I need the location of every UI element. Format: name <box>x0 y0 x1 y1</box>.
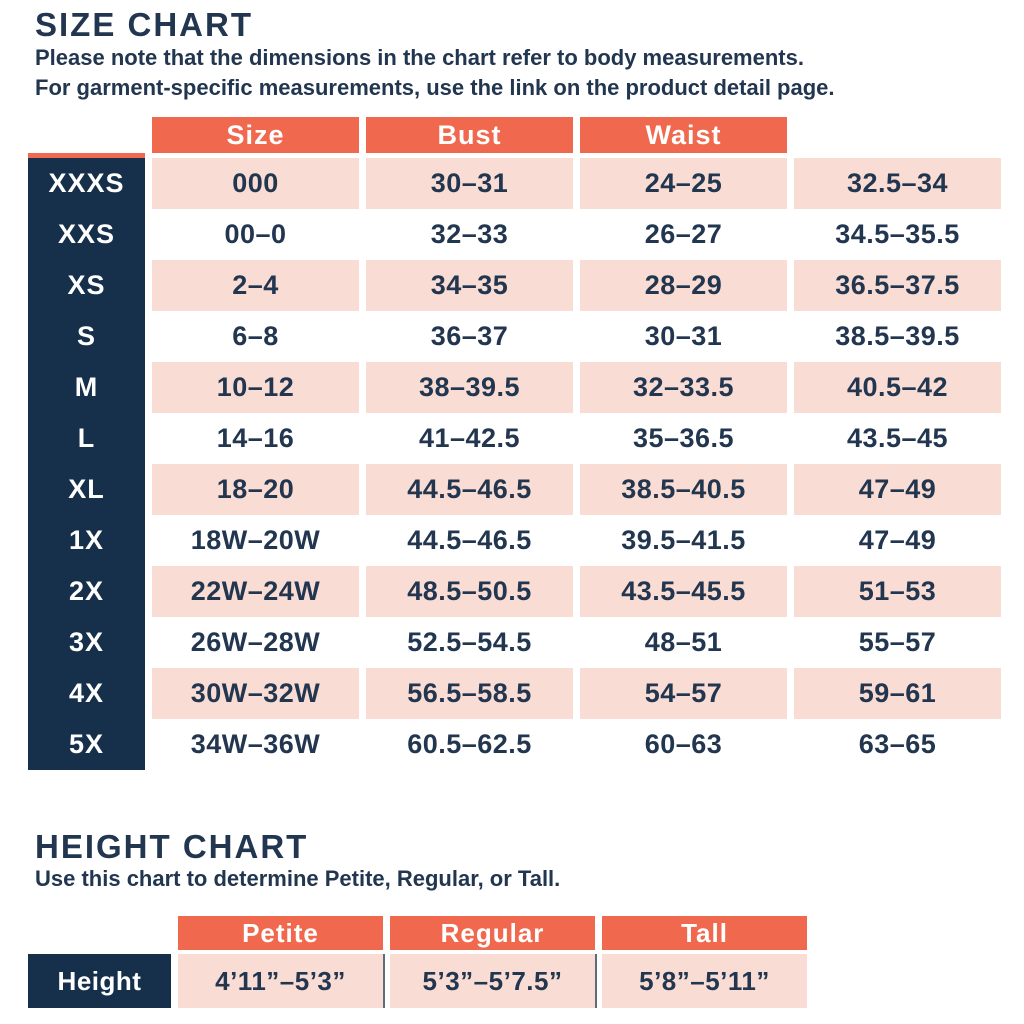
cell-size: 14–16 <box>152 413 359 464</box>
table-row: 2X 22W–24W 48.5–50.5 43.5–45.5 51–53 <box>28 566 1001 617</box>
size-table-body: XXXS 000 30–31 24–25 32.5–34 XXS 00–0 32… <box>28 158 1001 770</box>
cell-bust: 60.5–62.5 <box>366 719 573 770</box>
cell-bust: 44.5–46.5 <box>366 515 573 566</box>
size-chart-title: SIZE CHART <box>35 6 253 43</box>
cell-hips: 55–57 <box>794 617 1001 668</box>
cell-hips: 40.5–42 <box>794 362 1001 413</box>
column-header-petite: Petite <box>178 916 383 950</box>
row-label-1x: 1X <box>28 515 145 566</box>
cell-size: 18–20 <box>152 464 359 515</box>
cell-waist: 28–29 <box>580 260 787 311</box>
row-label-xs: XS <box>28 260 145 311</box>
column-header-bust: Bust <box>366 117 573 153</box>
row-label-xl: XL <box>28 464 145 515</box>
cell-hips: 59–61 <box>794 668 1001 719</box>
cell-size: 000 <box>152 158 359 209</box>
cell-hips: 47–49 <box>794 464 1001 515</box>
cell-bust: 44.5–46.5 <box>366 464 573 515</box>
cell-bust: 34–35 <box>366 260 573 311</box>
height-table-body: Height 4’11”–5’3” 5’3”–5’7.5” 5’8”–5’11” <box>28 954 807 1008</box>
row-label-s: S <box>28 311 145 362</box>
cell-hips: 32.5–34 <box>794 158 1001 209</box>
cell-bust: 38–39.5 <box>366 362 573 413</box>
table-row: XXS 00–0 32–33 26–27 34.5–35.5 <box>28 209 1001 260</box>
column-header-size: Size <box>152 117 359 153</box>
column-header-tall: Tall <box>602 916 807 950</box>
row-label-2x: 2X <box>28 566 145 617</box>
table-row: M 10–12 38–39.5 32–33.5 40.5–42 <box>28 362 1001 413</box>
column-header-waist: Waist <box>580 117 787 153</box>
cell-waist: 32–33.5 <box>580 362 787 413</box>
cell-bust: 32–33 <box>366 209 573 260</box>
height-table-header: Petite Regular Tall <box>28 916 807 950</box>
cell-size: 2–4 <box>152 260 359 311</box>
cell-waist: 43.5–45.5 <box>580 566 787 617</box>
row-label-height: Height <box>28 954 171 1008</box>
cell-tall: 5’8”–5’11” <box>602 954 807 1008</box>
cell-bust: 30–31 <box>366 158 573 209</box>
cell-bust: 56.5–58.5 <box>366 668 573 719</box>
cell-waist: 39.5–41.5 <box>580 515 787 566</box>
row-label-m: M <box>28 362 145 413</box>
cell-waist: 26–27 <box>580 209 787 260</box>
cell-petite: 4’11”–5’3” <box>178 954 383 1008</box>
row-label-xxxs: XXXS <box>28 158 145 209</box>
row-label-xxs: XXS <box>28 209 145 260</box>
cell-waist: 35–36.5 <box>580 413 787 464</box>
table-row: L 14–16 41–42.5 35–36.5 43.5–45 <box>28 413 1001 464</box>
cell-size: 6–8 <box>152 311 359 362</box>
row-label-l: L <box>28 413 145 464</box>
cell-bust: 36–37 <box>366 311 573 362</box>
table-row: XL 18–20 44.5–46.5 38.5–40.5 47–49 <box>28 464 1001 515</box>
cell-size: 22W–24W <box>152 566 359 617</box>
cell-waist: 48–51 <box>580 617 787 668</box>
cell-hips: 51–53 <box>794 566 1001 617</box>
header-spacer <box>28 117 145 153</box>
cell-size: 00–0 <box>152 209 359 260</box>
size-chart-note: Please note that the dimensions in the c… <box>35 43 835 103</box>
table-row: Height 4’11”–5’3” 5’3”–5’7.5” 5’8”–5’11” <box>28 954 807 1008</box>
cell-size: 34W–36W <box>152 719 359 770</box>
table-row: 4X 30W–32W 56.5–58.5 54–57 59–61 <box>28 668 1001 719</box>
cell-size: 10–12 <box>152 362 359 413</box>
header-spacer <box>28 916 171 950</box>
column-divider <box>383 954 385 1008</box>
height-chart-note: Use this chart to determine Petite, Regu… <box>35 866 561 891</box>
row-label-5x: 5X <box>28 719 145 770</box>
cell-waist: 38.5–40.5 <box>580 464 787 515</box>
row-label-4x: 4X <box>28 668 145 719</box>
row-label-3x: 3X <box>28 617 145 668</box>
table-row: 3X 26W–28W 52.5–54.5 48–51 55–57 <box>28 617 1001 668</box>
cell-size: 18W–20W <box>152 515 359 566</box>
size-chart-note-line1: Please note that the dimensions in the c… <box>35 45 804 70</box>
cell-size: 26W–28W <box>152 617 359 668</box>
table-row: 5X 34W–36W 60.5–62.5 60–63 63–65 <box>28 719 1001 770</box>
cell-bust: 52.5–54.5 <box>366 617 573 668</box>
cell-waist: 24–25 <box>580 158 787 209</box>
table-row: XS 2–4 34–35 28–29 36.5–37.5 <box>28 260 1001 311</box>
cell-waist: 54–57 <box>580 668 787 719</box>
table-row: XXXS 000 30–31 24–25 32.5–34 <box>28 158 1001 209</box>
cell-hips: 36.5–37.5 <box>794 260 1001 311</box>
height-chart-title: HEIGHT CHART <box>35 828 309 865</box>
cell-hips: 34.5–35.5 <box>794 209 1001 260</box>
cell-size: 30W–32W <box>152 668 359 719</box>
cell-bust: 48.5–50.5 <box>366 566 573 617</box>
cell-bust: 41–42.5 <box>366 413 573 464</box>
cell-hips: 38.5–39.5 <box>794 311 1001 362</box>
cell-hips: 43.5–45 <box>794 413 1001 464</box>
column-header-regular: Regular <box>390 916 595 950</box>
cell-waist: 30–31 <box>580 311 787 362</box>
cell-regular: 5’3”–5’7.5” <box>390 954 595 1008</box>
table-row: 1X 18W–20W 44.5–46.5 39.5–41.5 47–49 <box>28 515 1001 566</box>
cell-waist: 60–63 <box>580 719 787 770</box>
cell-hips: 63–65 <box>794 719 1001 770</box>
cell-hips: 47–49 <box>794 515 1001 566</box>
table-row: S 6–8 36–37 30–31 38.5–39.5 <box>28 311 1001 362</box>
column-divider <box>595 954 597 1008</box>
size-chart-note-line2: For garment-specific measurements, use t… <box>35 75 835 100</box>
